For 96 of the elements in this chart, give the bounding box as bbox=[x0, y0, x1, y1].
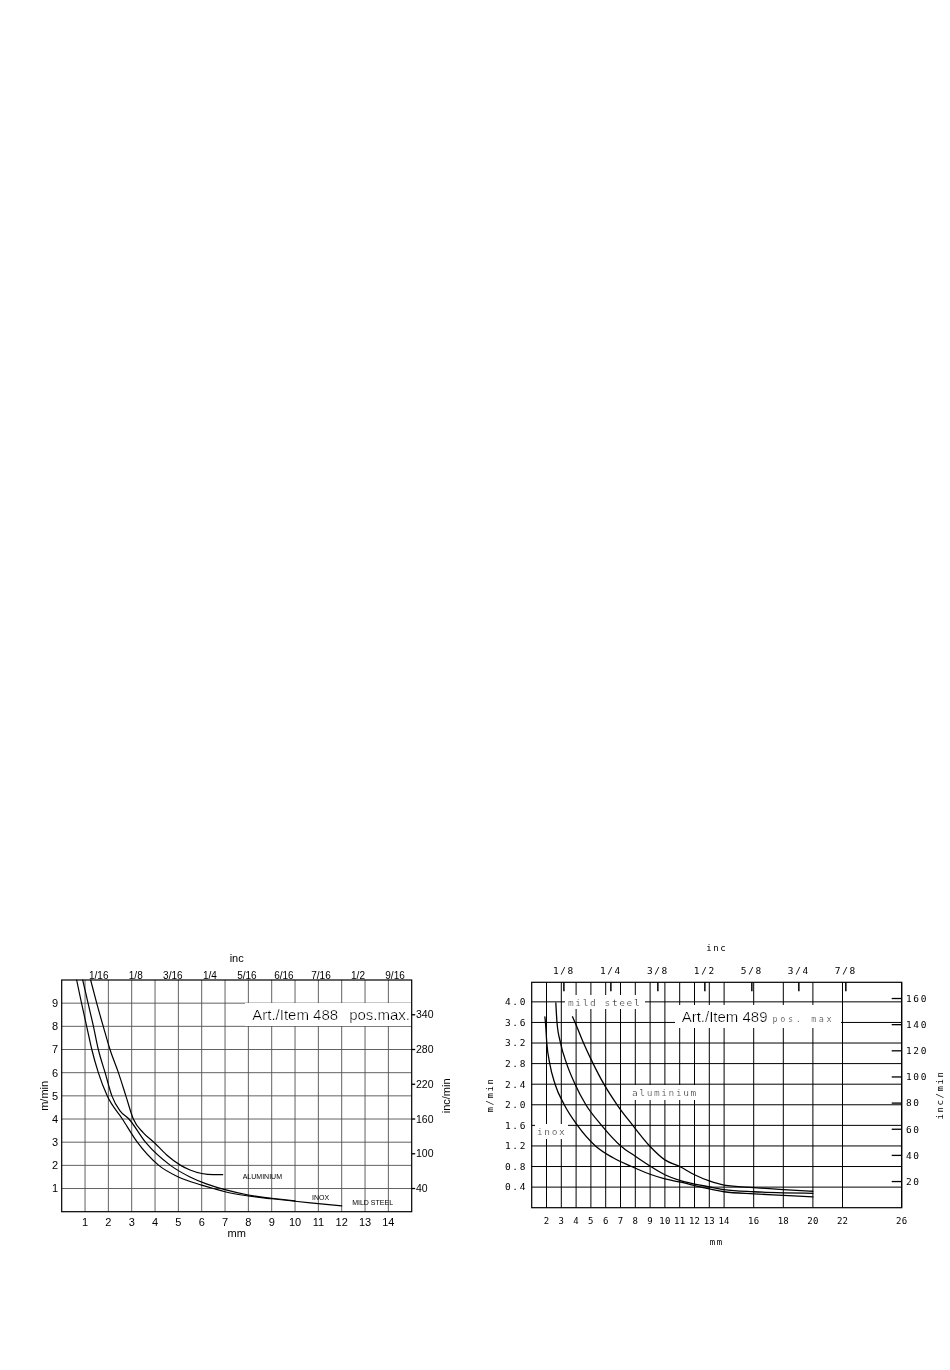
x-tick-label: 14 bbox=[718, 1215, 730, 1226]
x-tick-label: 26 bbox=[896, 1215, 908, 1226]
x2-tick-label: 1/4 bbox=[599, 965, 622, 976]
x-tick-label: 8 bbox=[245, 1215, 252, 1228]
x-tick-label: 18 bbox=[777, 1215, 789, 1226]
y-tick-label: 0.8 bbox=[505, 1160, 527, 1172]
x2-tick-label: 5/16 bbox=[237, 969, 258, 981]
y-tick-label: 1.6 bbox=[505, 1119, 527, 1131]
x-tick-label: 13 bbox=[703, 1215, 715, 1226]
x-tick-label: 16 bbox=[748, 1215, 760, 1226]
x-tick-label: 22 bbox=[836, 1215, 849, 1226]
y-axis-title: m/min bbox=[485, 1077, 496, 1113]
y2-tick-label: 280 bbox=[416, 1043, 434, 1056]
series-label: inox bbox=[537, 1126, 567, 1137]
x-tick-label: 1 bbox=[81, 1215, 89, 1228]
x-tick-label: 5 bbox=[175, 1215, 182, 1228]
y2-tick-label: 80 bbox=[906, 1097, 921, 1109]
y2-tick-label: 100 bbox=[906, 1071, 928, 1083]
y-tick-label: 6 bbox=[51, 1066, 58, 1079]
y-tick-label: 2.0 bbox=[505, 1099, 527, 1111]
y2-tick-label: 60 bbox=[906, 1123, 921, 1135]
y2-tick-label: 160 bbox=[906, 992, 928, 1004]
x2-axis-title: inc bbox=[229, 951, 245, 964]
y-tick-label: 3.6 bbox=[505, 1016, 527, 1028]
y2-tick-label: 40 bbox=[416, 1182, 428, 1195]
y2-tick-label: 340 bbox=[416, 1008, 434, 1021]
y-tick-label: 5 bbox=[51, 1089, 58, 1102]
x-tick-label: 4 bbox=[573, 1215, 579, 1226]
x-tick-label: 12 bbox=[335, 1215, 348, 1228]
y-tick-label: 1 bbox=[51, 1182, 58, 1195]
x2-tick-label: 1/8 bbox=[128, 969, 144, 981]
x-tick-label: 9 bbox=[268, 1215, 275, 1228]
y2-axis-title: inc/min bbox=[935, 1070, 946, 1120]
y2-tick-label: 220 bbox=[416, 1077, 434, 1090]
x-tick-label: 10 bbox=[288, 1215, 302, 1228]
y-tick-label: 2.4 bbox=[505, 1078, 527, 1090]
y2-tick-label: 100 bbox=[416, 1147, 434, 1160]
x-axis-title: mm bbox=[709, 1237, 724, 1247]
x-tick-label: 14 bbox=[382, 1215, 395, 1228]
x-tick-label: 9 bbox=[647, 1215, 653, 1226]
x-tick-label: 3 bbox=[128, 1215, 135, 1228]
x2-tick-label: 6/16 bbox=[274, 969, 295, 981]
x-tick-label: 4 bbox=[151, 1215, 159, 1228]
text: Art./Item 489 bbox=[681, 1008, 768, 1025]
x-tick-label: 5 bbox=[588, 1215, 594, 1226]
text: Art./Item 488 bbox=[252, 1006, 339, 1023]
x-tick-label: 20 bbox=[807, 1215, 819, 1226]
x2-tick-label: 9/16 bbox=[385, 969, 406, 981]
x2-tick-label: 7/8 bbox=[834, 965, 857, 976]
x2-tick-label: 7/16 bbox=[311, 969, 332, 981]
y-tick-label: 4.0 bbox=[505, 996, 527, 1008]
x-tick-label: 10 bbox=[659, 1215, 671, 1226]
y-tick-label: 3.2 bbox=[505, 1037, 527, 1049]
x2-tick-label: 3/4 bbox=[787, 965, 810, 976]
y-tick-label: 4 bbox=[51, 1112, 58, 1125]
series-label: aluminium bbox=[632, 1086, 698, 1098]
y2-axis-title: inc/min bbox=[439, 1078, 452, 1114]
x-tick-label: 13 bbox=[358, 1215, 372, 1228]
text: pos.max. bbox=[349, 1006, 410, 1023]
x2-tick-label: 3/8 bbox=[646, 965, 669, 976]
x-tick-label: 7 bbox=[617, 1215, 624, 1226]
x-tick-label: 11 bbox=[674, 1215, 686, 1226]
text: pos. max bbox=[772, 1014, 835, 1024]
y2-tick-label: 120 bbox=[906, 1045, 928, 1057]
y-tick-label: 2.8 bbox=[505, 1057, 527, 1069]
x-tick-label: 8 bbox=[632, 1215, 639, 1226]
x-tick-label: 2 bbox=[105, 1215, 112, 1228]
x2-tick-label: 1/2 bbox=[693, 965, 716, 976]
x-tick-label: 11 bbox=[312, 1215, 325, 1228]
y2-tick-label: 160 bbox=[416, 1112, 434, 1125]
x2-tick-label: 1/8 bbox=[552, 965, 575, 976]
y-tick-label: 3 bbox=[51, 1136, 58, 1149]
x-tick-label: 3 bbox=[558, 1215, 565, 1226]
x-tick-label: 7 bbox=[221, 1215, 229, 1228]
x-axis-title: mm bbox=[227, 1226, 246, 1239]
x2-axis-title: inc bbox=[706, 942, 728, 953]
x2-tick-label: 1/4 bbox=[202, 969, 218, 981]
y-axis-title: m/min bbox=[37, 1080, 50, 1111]
y2-tick-label: 140 bbox=[906, 1018, 928, 1030]
x-tick-label: 2 bbox=[543, 1215, 550, 1226]
x2-tick-label: 5/8 bbox=[740, 965, 763, 976]
x-tick-label: 6 bbox=[602, 1215, 609, 1226]
y-tick-label: 2 bbox=[51, 1159, 58, 1172]
series-label: mild steel bbox=[568, 996, 642, 1008]
x2-tick-label: 1/2 bbox=[351, 969, 366, 981]
y-tick-label: 7 bbox=[51, 1043, 58, 1056]
y-tick-label: 0.4 bbox=[505, 1181, 527, 1193]
y-tick-label: 9 bbox=[51, 997, 58, 1010]
x2-tick-label: 1/16 bbox=[89, 969, 109, 981]
x2-tick-label: 3/16 bbox=[163, 969, 183, 981]
x-tick-label: 12 bbox=[688, 1215, 701, 1226]
y-tick-label: 1.2 bbox=[505, 1140, 527, 1152]
x-tick-label: 6 bbox=[198, 1215, 205, 1228]
y-tick-label: 8 bbox=[51, 1020, 58, 1033]
y2-tick-label: 20 bbox=[906, 1175, 921, 1187]
y2-tick-label: 40 bbox=[906, 1149, 921, 1161]
